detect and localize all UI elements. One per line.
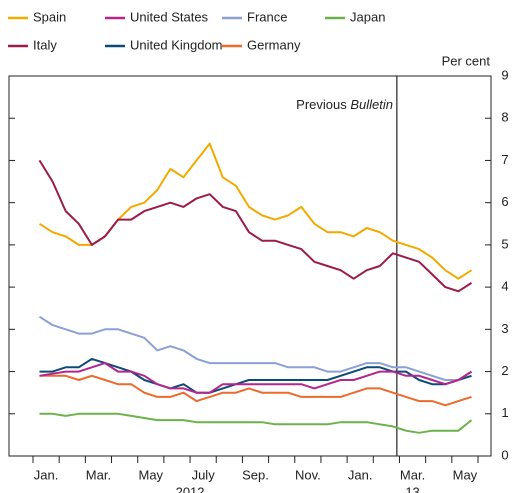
x-tick-label: Sep. [242, 467, 269, 482]
series-line [39, 374, 472, 407]
legend-label: United Kingdom [130, 37, 223, 52]
y-tick-label: 1 [501, 405, 508, 420]
x-tick-label: May [139, 467, 164, 482]
plot-frame [8, 75, 492, 457]
legend-label: France [247, 9, 287, 24]
y-axis-label: Per cent [442, 53, 491, 68]
x-tick-label: July [192, 467, 216, 482]
y-tick-label: 7 [501, 152, 508, 167]
legend-label: Spain [33, 9, 66, 24]
annotation-italic: Bulletin [350, 97, 393, 112]
annotation: Previous Bulletin [296, 97, 393, 112]
legend-label: United States [130, 9, 209, 24]
y-tick-label: 2 [501, 363, 508, 378]
year-label: 2012 [176, 484, 205, 493]
y-tick-label: 4 [501, 279, 508, 294]
x-tick-label: May [453, 467, 478, 482]
series-line [38, 315, 473, 381]
x-tick-label: Mar. [86, 467, 111, 482]
series-line [39, 412, 473, 434]
legend-label: Germany [247, 37, 301, 52]
y-tick-label: 5 [501, 236, 508, 251]
x-tick-label: Jan. [348, 467, 373, 482]
y-tick-label: 9 [501, 67, 508, 82]
x-tick-label: Jan. [34, 467, 59, 482]
y-tick-label: 8 [501, 110, 508, 125]
annotation-text: Previous [296, 97, 350, 112]
y-tick-label: 6 [501, 194, 508, 209]
legend-label: Japan [350, 9, 385, 24]
x-tick-label: Nov. [295, 467, 321, 482]
series-line [39, 362, 473, 394]
y-tick-label: 0 [501, 447, 508, 462]
x-tick-label: Mar. [400, 467, 425, 482]
legend-label: Italy [33, 37, 57, 52]
series-line [38, 159, 473, 293]
y-tick-label: 3 [501, 321, 508, 336]
series-line [39, 357, 472, 394]
year-label: 13 [405, 484, 419, 493]
